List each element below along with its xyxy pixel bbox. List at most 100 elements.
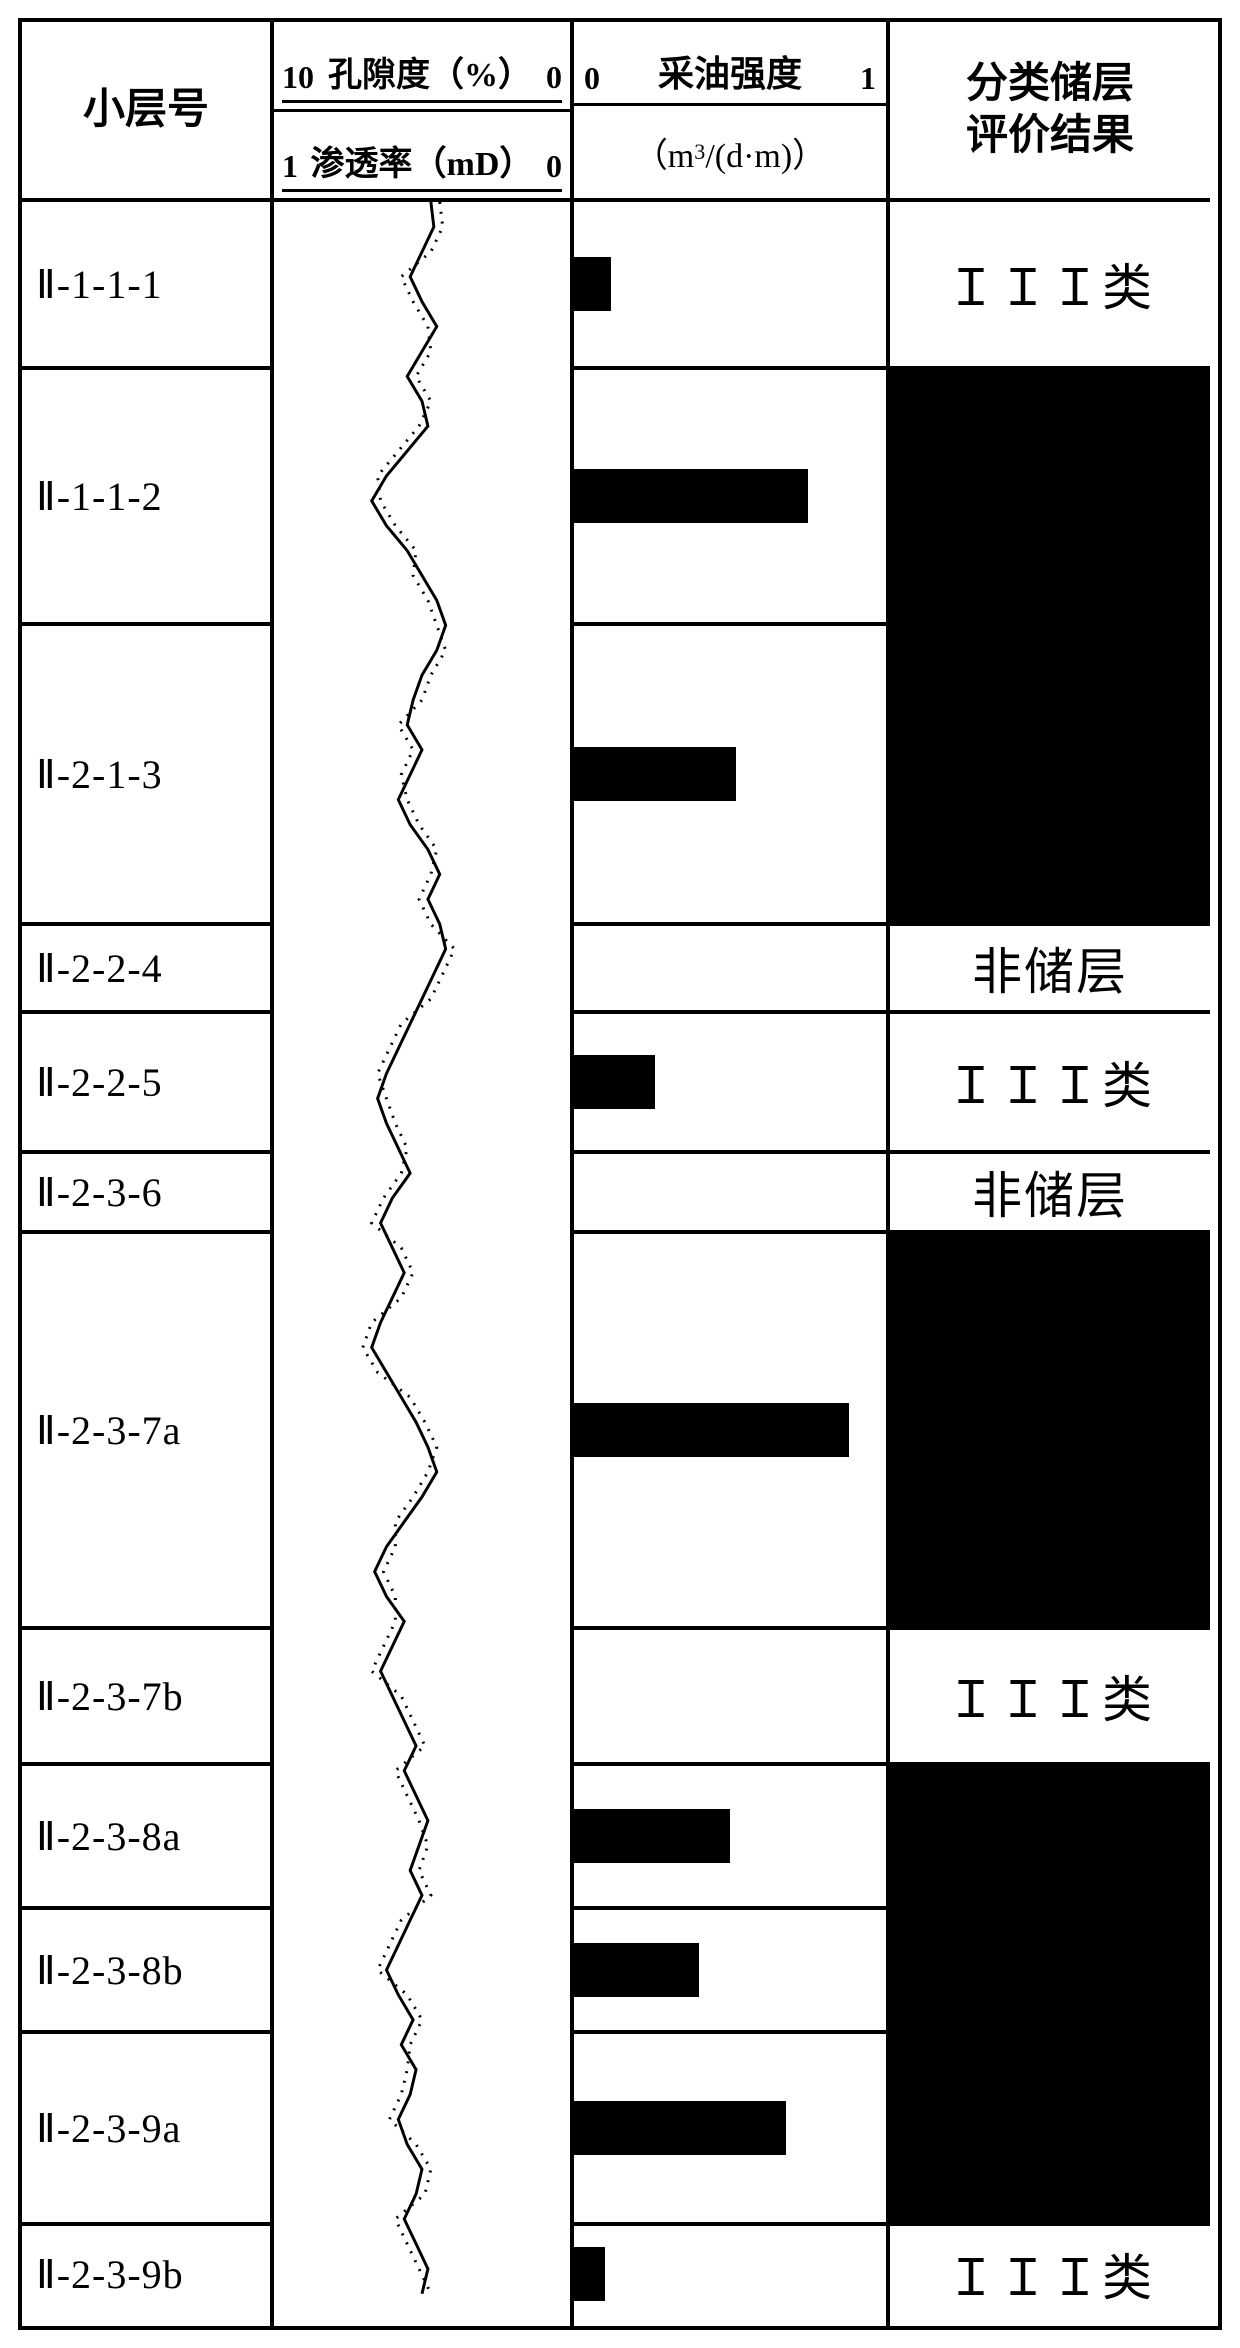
layer-header-label: 小层号 bbox=[83, 84, 209, 137]
intensity-cell bbox=[574, 626, 886, 922]
eval-row: ＩＩＩ类 bbox=[890, 1630, 1210, 1766]
eval-row: ＩＩＩ类 bbox=[890, 2226, 1210, 2322]
intensity-scale-left: 0 bbox=[584, 60, 600, 97]
intensity-cell bbox=[574, 2034, 886, 2222]
intensity-cell bbox=[574, 2226, 886, 2322]
intensity-bar bbox=[574, 1809, 730, 1863]
intensity-cell bbox=[574, 370, 886, 622]
intensity-row bbox=[574, 926, 886, 1014]
intensity-header: 0 采油强度 1 （m3/(d·m)） bbox=[574, 22, 886, 202]
intensity-label: 采油强度 bbox=[658, 45, 802, 97]
eval-row: ＩＩＩ类 bbox=[890, 1014, 1210, 1154]
intensity-cell bbox=[574, 1014, 886, 1150]
log-body bbox=[274, 202, 570, 2326]
intensity-bar bbox=[574, 1055, 655, 1109]
eval-label: ＩＩＩ类 bbox=[890, 1046, 1210, 1118]
eval-row bbox=[890, 626, 1210, 926]
eval-label: ＩＩＩ类 bbox=[890, 248, 1210, 320]
layer-row: Ⅱ-1-1-1 bbox=[22, 202, 270, 370]
reservoir-eval-table: 小层号 Ⅱ-1-1-1 Ⅱ-1-1-2 Ⅱ-2-1-3 Ⅱ-2-2-4 Ⅱ-2-2-5 Ⅱ… bbox=[18, 18, 1222, 2330]
layer-row: Ⅱ-2-3-7b bbox=[22, 1630, 270, 1766]
eval-body: ＩＩＩ类非储层ＩＩＩ类非储层ＩＩＩ类ＩＩＩ类 bbox=[890, 202, 1210, 2326]
intensity-bar bbox=[574, 747, 736, 801]
intensity-cell bbox=[574, 1154, 886, 1230]
intensity-bar bbox=[574, 1943, 699, 1997]
eval-row: ＩＩＩ类 bbox=[890, 202, 1210, 370]
perm-scale-right: 0 bbox=[546, 148, 562, 185]
col-log: 10 孔隙度（%） 0 1 渗透率（mD） 0 bbox=[274, 22, 574, 2326]
porosity-curve bbox=[372, 202, 446, 2294]
intensity-scale-right: 1 bbox=[860, 60, 876, 97]
layer-id: Ⅱ-2-2-4 bbox=[22, 945, 163, 992]
porosity-scale-right: 0 bbox=[546, 59, 562, 96]
eval-row bbox=[890, 1234, 1210, 1630]
intensity-cell bbox=[574, 926, 886, 1010]
layer-row: Ⅱ-2-1-3 bbox=[22, 626, 270, 926]
eval-header-label: 分类储层 评价结果 bbox=[966, 58, 1134, 163]
intensity-bar bbox=[574, 2247, 605, 2301]
intensity-row bbox=[574, 2034, 886, 2226]
layer-id: Ⅱ-2-3-8b bbox=[22, 1947, 184, 1994]
eval-row bbox=[890, 1910, 1210, 2034]
col-eval: 分类储层 评价结果 ＩＩＩ类非储层ＩＩＩ类非储层ＩＩＩ类ＩＩＩ类 bbox=[890, 22, 1210, 2326]
layer-row: Ⅱ-2-3-6 bbox=[22, 1154, 270, 1234]
layer-id: Ⅱ-2-3-6 bbox=[22, 1169, 163, 1216]
intensity-cell bbox=[574, 1630, 886, 1762]
intensity-cell bbox=[574, 1766, 886, 1906]
layer-id: Ⅱ-1-1-1 bbox=[22, 261, 163, 308]
eval-row: 非储层 bbox=[890, 926, 1210, 1014]
intensity-bar bbox=[574, 2101, 786, 2155]
intensity-row bbox=[574, 626, 886, 926]
layer-header: 小层号 bbox=[22, 22, 270, 202]
col-intensity: 0 采油强度 1 （m3/(d·m)） bbox=[574, 22, 890, 2326]
layer-row: Ⅱ-1-1-2 bbox=[22, 370, 270, 626]
perm-curve bbox=[363, 202, 455, 2294]
log-header-perm: 1 渗透率（mD） 0 bbox=[274, 109, 570, 199]
intensity-row bbox=[574, 1154, 886, 1234]
log-header: 10 孔隙度（%） 0 1 渗透率（mD） 0 bbox=[274, 22, 570, 202]
intensity-row bbox=[574, 1630, 886, 1766]
eval-label: 非储层 bbox=[890, 1156, 1210, 1228]
col-layer: 小层号 Ⅱ-1-1-1 Ⅱ-1-1-2 Ⅱ-2-1-3 Ⅱ-2-2-4 Ⅱ-2-2-5 Ⅱ… bbox=[22, 22, 274, 2326]
eval-header: 分类储层 评价结果 bbox=[890, 22, 1210, 202]
intensity-row bbox=[574, 2226, 886, 2322]
eval-row bbox=[890, 2034, 1210, 2226]
intensity-row bbox=[574, 1234, 886, 1630]
intensity-row bbox=[574, 1766, 886, 1910]
eval-label: ＩＩＩ类 bbox=[890, 2238, 1210, 2310]
intensity-bar bbox=[574, 257, 611, 311]
intensity-bar bbox=[574, 1403, 849, 1457]
layer-row: Ⅱ-2-3-7a bbox=[22, 1234, 270, 1630]
layer-id: Ⅱ-2-1-3 bbox=[22, 751, 163, 798]
log-curves bbox=[274, 202, 570, 2294]
log-header-porosity: 10 孔隙度（%） 0 bbox=[274, 22, 570, 109]
layer-row: Ⅱ-2-2-5 bbox=[22, 1014, 270, 1154]
intensity-row bbox=[574, 370, 886, 626]
layer-id: Ⅱ-2-3-9b bbox=[22, 2251, 184, 2298]
layer-id: Ⅱ-2-3-7b bbox=[22, 1673, 184, 1720]
eval-row bbox=[890, 1766, 1210, 1910]
layer-id: Ⅱ-2-3-9a bbox=[22, 2105, 181, 2152]
intensity-cell bbox=[574, 1234, 886, 1626]
layer-id: Ⅱ-1-1-2 bbox=[22, 473, 163, 520]
porosity-label: 孔隙度（%） bbox=[328, 47, 532, 96]
layer-id: Ⅱ-2-2-5 bbox=[22, 1059, 163, 1106]
layer-id: Ⅱ-2-3-8a bbox=[22, 1813, 181, 1860]
eval-row bbox=[890, 370, 1210, 626]
layer-row: Ⅱ-2-2-4 bbox=[22, 926, 270, 1014]
intensity-unit: （m3/(d·m)） bbox=[574, 106, 886, 198]
eval-label: 非储层 bbox=[890, 932, 1210, 1004]
intensity-bar bbox=[574, 469, 808, 523]
intensity-cell bbox=[574, 202, 886, 366]
porosity-scale-left: 10 bbox=[282, 59, 314, 96]
layer-id: Ⅱ-2-3-7a bbox=[22, 1407, 181, 1454]
layer-row: Ⅱ-2-3-9b bbox=[22, 2226, 270, 2322]
layer-row: Ⅱ-2-3-9a bbox=[22, 2034, 270, 2226]
intensity-row bbox=[574, 1910, 886, 2034]
layer-row: Ⅱ-2-3-8b bbox=[22, 1910, 270, 2034]
perm-scale-left: 1 bbox=[282, 148, 298, 185]
intensity-body bbox=[574, 202, 886, 2326]
perm-label: 渗透率（mD） bbox=[311, 136, 534, 185]
layer-row: Ⅱ-2-3-8a bbox=[22, 1766, 270, 1910]
intensity-cell bbox=[574, 1910, 886, 2030]
